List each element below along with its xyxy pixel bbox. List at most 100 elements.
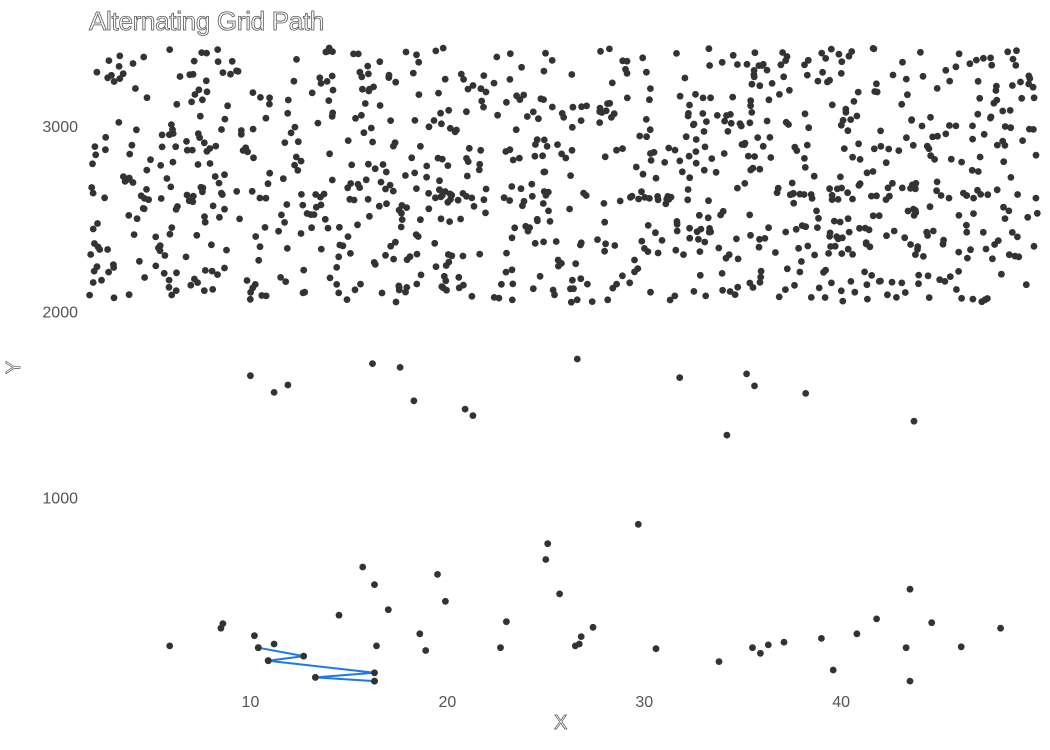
lower-point [384,606,392,614]
cluster-point [980,130,988,138]
cluster-point [643,68,650,76]
cluster-point [328,176,336,184]
cluster-point [756,278,764,286]
cluster-point [596,119,604,126]
cluster-point [582,192,590,199]
cluster-point [1005,251,1013,259]
cluster-point [915,271,923,279]
cluster-point [415,91,423,98]
cluster-point [503,249,510,257]
cluster-point [692,136,700,143]
cluster-point [228,57,236,65]
cluster-point [780,73,788,81]
cluster-point [999,107,1007,115]
cluster-point [508,296,516,304]
lower-point [416,630,424,638]
cluster-point [257,94,264,101]
cluster-point [818,49,826,57]
cluster-point [723,112,730,119]
cluster-point [457,215,464,223]
cluster-point [647,288,654,296]
cluster-point [690,120,698,128]
cluster-point [747,97,755,105]
cluster-point [383,200,390,208]
cluster-point [993,141,1001,149]
cluster-point [540,238,547,246]
cluster-point [837,70,845,77]
cluster-point [366,212,373,220]
cluster-point [152,262,160,270]
cluster-point [692,148,700,156]
cluster-point [494,111,501,119]
cluster-point [208,267,216,275]
cluster-point [385,71,393,79]
cluster-point [749,164,757,172]
cluster-point [854,88,862,96]
cluster-point [89,225,97,233]
cluster-point [132,85,139,92]
cluster-point [893,294,900,301]
cluster-point [756,235,763,243]
cluster-point [447,196,454,203]
cluster-point [692,90,699,98]
cluster-point [847,278,855,285]
cluster-point [827,45,835,53]
cluster-point [779,49,786,56]
cluster-point [700,166,708,174]
cluster-point [570,285,577,293]
cluster-point [198,49,206,56]
cluster-point [725,251,733,259]
cluster-point [551,291,558,299]
cluster-point [680,251,687,258]
cluster-point [344,233,352,241]
cluster-point [984,191,992,199]
lower-point [749,644,756,652]
cluster-point [572,260,580,268]
cluster-point [686,224,693,232]
cluster-point [568,123,576,131]
lower-point [928,619,936,627]
cluster-point [845,52,853,60]
cluster-point [731,291,739,298]
cluster-point [185,197,193,205]
cluster-point [955,212,963,219]
cluster-point [652,229,659,237]
lower-point [634,520,642,528]
cluster-point [166,230,174,238]
cluster-point [654,193,661,200]
cluster-point [632,163,640,171]
cluster-point [988,61,996,69]
cluster-point [446,218,453,226]
cluster-point [844,245,852,253]
cluster-point [747,102,754,110]
cluster-point [371,260,379,268]
cluster-point [440,272,448,280]
cluster-point [583,102,590,110]
cluster-point [206,145,214,152]
cluster-point [838,250,846,257]
cluster-point [609,284,617,292]
cluster-point [1032,194,1040,202]
cluster-point [389,187,397,195]
cluster-point [782,286,789,293]
cluster-point [1012,62,1020,69]
cluster-point [316,74,324,82]
cluster-point [815,284,823,292]
cluster-point [147,156,154,164]
cluster-point [643,133,650,141]
outlier-point [396,364,404,371]
cluster-point [110,294,118,302]
cluster-point [673,50,680,57]
cluster-point [140,53,148,61]
lower-point [957,643,965,651]
cluster-point [1017,78,1024,86]
path-point [254,644,262,652]
cluster-point [208,241,215,249]
cluster-point [682,133,690,141]
cluster-point [685,110,692,117]
cluster-point [344,137,352,145]
cluster-point [678,168,686,176]
cluster-point [562,154,570,162]
cluster-point [919,72,927,80]
cluster-point [588,298,596,305]
